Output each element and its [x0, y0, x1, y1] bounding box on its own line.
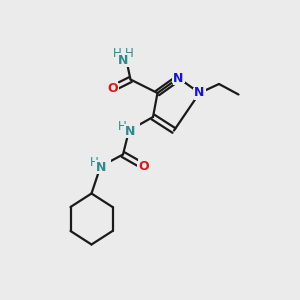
Bar [106, 83, 119, 94]
Text: N: N [194, 86, 205, 100]
Bar [137, 161, 151, 172]
Text: N: N [118, 53, 128, 67]
Bar [87, 158, 111, 172]
Text: H: H [118, 120, 127, 134]
Text: N: N [96, 160, 106, 174]
Bar [114, 50, 138, 64]
Bar [172, 73, 185, 83]
Text: N: N [124, 124, 135, 138]
Text: O: O [139, 160, 149, 173]
Text: H: H [124, 46, 134, 60]
Text: H: H [89, 156, 98, 170]
Text: H: H [112, 46, 122, 60]
Bar [116, 122, 140, 136]
Text: N: N [173, 71, 184, 85]
Bar [193, 88, 206, 98]
Text: O: O [107, 82, 118, 95]
